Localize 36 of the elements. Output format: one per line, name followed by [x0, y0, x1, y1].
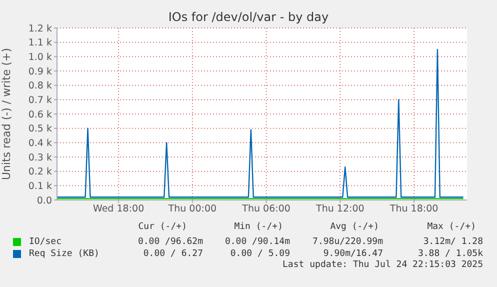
y-tick-label: 0.1 k — [28, 181, 52, 192]
y-tick-label: 1.1 k — [28, 38, 52, 49]
text: Avg (-/+) — [330, 222, 379, 232]
y-tick-label: 0.7 k — [28, 95, 52, 106]
chart-title: IOs for /dev/ol/var - by day — [167, 10, 330, 24]
y-tick-label: 0.3 k — [28, 152, 52, 164]
y-tick-label: 0.0 — [36, 195, 52, 206]
y-tick-label: 0.2 k — [28, 166, 52, 178]
text: Cur (-/+) — [138, 222, 187, 232]
y-tick-label: 1.2 k — [28, 23, 52, 34]
y-tick-label: 0.8 k — [28, 80, 52, 92]
y-tick-label: 0.9 k — [28, 66, 52, 78]
legend-label: IO/sec — [29, 237, 63, 247]
legend-label: Req Size (KB) — [29, 249, 100, 259]
y-tick-label: 1.0 k — [28, 52, 52, 64]
x-tick-label: Thu 06:00 — [241, 204, 290, 215]
y-tick-label: 0.4 k — [28, 138, 52, 150]
x-tick-label: Thu 00:00 — [167, 204, 217, 215]
text: 3.88 / 1.05k — [418, 249, 483, 259]
text: Min (-/+) — [234, 222, 283, 232]
text: 0.00 / 5.09 — [230, 249, 290, 259]
text: 3.12m/ 1.28 — [423, 237, 483, 247]
y-tick-label: 0.5 k — [28, 124, 52, 135]
text: 0.00 /96.62m — [138, 237, 203, 247]
y-axis-title: Units read (-) / write (+) — [0, 48, 13, 180]
x-tick-label: Thu 12:00 — [315, 204, 364, 215]
text: 7.98u/220.99m — [312, 237, 383, 247]
text: Last update: Thu Jul 24 22:15:03 2025 — [282, 260, 484, 272]
x-tick-label: Wed 18:00 — [93, 204, 144, 215]
text: 0.00 / 6.27 — [143, 249, 203, 259]
line-series — [57, 48, 464, 198]
y-tick-label: 0.6 k — [28, 109, 52, 120]
text: 9.90m/16.47 — [323, 249, 383, 259]
text: Max (-/+) — [427, 222, 476, 232]
x-tick-label: Thu 18:00 — [388, 204, 438, 215]
text: 0.00 /90.14m — [224, 237, 290, 247]
